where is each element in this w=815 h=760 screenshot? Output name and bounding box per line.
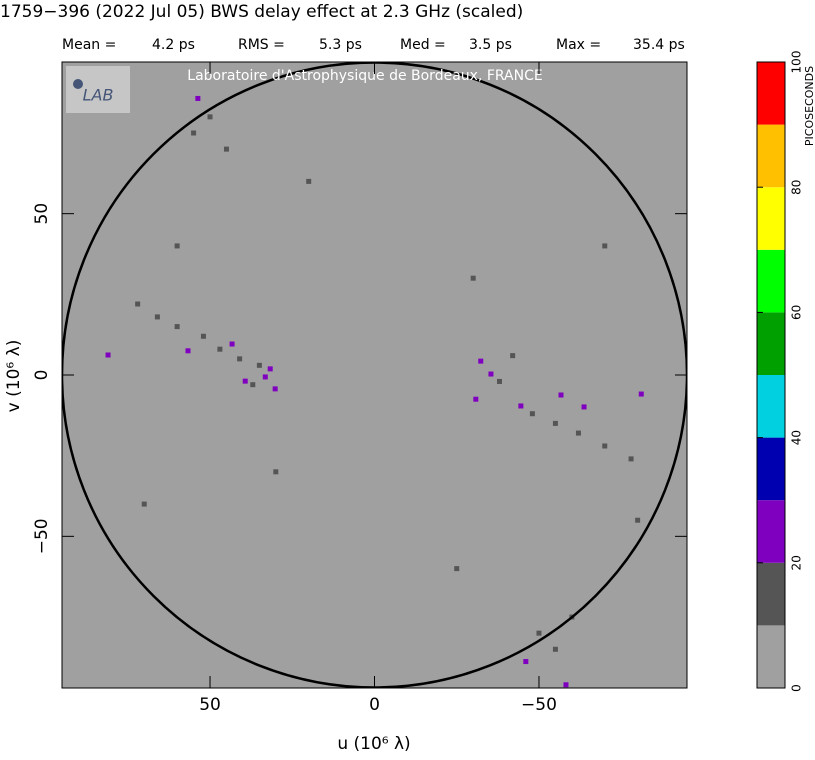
colorbar-band: [757, 124, 785, 188]
stat-name: RMS =: [238, 37, 285, 53]
x-tick-label: 0: [369, 695, 380, 715]
colorbar-tick-label: 100: [790, 51, 804, 74]
colorbar-band: [757, 500, 785, 563]
uv-cell: [558, 392, 564, 398]
x-tick-label: −50: [521, 695, 557, 715]
uv-cell: [306, 178, 312, 184]
uv-cell: [223, 146, 229, 152]
colorbar-frame: [756, 61, 786, 689]
uv-cell: [638, 391, 644, 397]
colorbar-tick-label: 0: [790, 684, 804, 692]
uv-cell: [478, 358, 484, 364]
stat-value: 5.3 ps: [319, 37, 362, 53]
colorbar-label: PICOSECONDS: [803, 66, 815, 146]
uv-cell: [262, 374, 268, 380]
stat-value: 3.5 ps: [469, 37, 512, 53]
uv-cell: [267, 366, 273, 372]
chart-title: 1759−396 (2022 Jul 05) BWS delay effect …: [0, 2, 523, 22]
colorbar-band: [757, 187, 785, 250]
x-axis-label: u (10⁶ λ): [337, 734, 410, 754]
uv-cell: [273, 469, 279, 475]
uv-cell: [174, 243, 180, 249]
stat-name: Mean =: [62, 37, 116, 53]
stat-name: Max =: [556, 37, 601, 53]
uv-cell: [510, 353, 516, 359]
uv-cell: [518, 403, 524, 409]
watermark: Laboratoire d'Astrophysique de Bordeaux,…: [187, 68, 542, 84]
colorbar-band: [757, 562, 785, 626]
plot-background: [62, 62, 687, 688]
uv-cell: [237, 356, 243, 362]
uv-cell: [200, 333, 206, 339]
uv-cell: [135, 301, 141, 307]
colorbar-band: [757, 625, 785, 688]
uv-cell: [575, 430, 581, 436]
uv-cell: [523, 659, 529, 665]
colorbar-band: [757, 375, 785, 438]
stat-value: 4.2 ps: [152, 37, 195, 53]
colorbar-band: [757, 62, 785, 125]
uv-cell: [602, 443, 608, 449]
uv-cell: [602, 243, 608, 249]
colorbar-band: [757, 437, 785, 501]
uv-cell: [552, 646, 558, 652]
uv-cell: [581, 404, 587, 410]
uv-cell: [272, 386, 278, 392]
x-tick-label: 50: [199, 695, 221, 715]
uv-cell: [185, 348, 191, 354]
uv-cell: [217, 346, 223, 352]
uv-cell: [250, 382, 256, 388]
colorbar-tick-label: 20: [790, 555, 804, 570]
uv-cell: [529, 411, 535, 417]
logo-box: [66, 66, 130, 113]
uv-cell: [635, 517, 641, 523]
uv-cell: [174, 324, 180, 330]
uv-cell: [229, 341, 235, 347]
stat-name: Med =: [400, 37, 446, 53]
uv-cell: [195, 95, 201, 101]
y-tick-label: 50: [32, 203, 52, 225]
uv-cell: [256, 362, 262, 368]
y-axis-label: v (10⁶ λ): [4, 340, 24, 413]
y-tick-label: −50: [32, 518, 52, 554]
colorbar-band: [757, 249, 785, 313]
uv-cell: [154, 314, 160, 320]
uv-cell: [552, 420, 558, 426]
uv-cell: [488, 371, 494, 377]
logo-dot: [73, 79, 83, 89]
uv-cell: [191, 130, 197, 136]
stat-value: 35.4 ps: [633, 37, 685, 53]
uv-cell: [470, 275, 476, 281]
uv-cell: [207, 114, 213, 120]
uv-cell: [628, 456, 634, 462]
uv-cell: [242, 378, 248, 384]
uv-cell: [454, 566, 460, 572]
uv-cell: [563, 682, 569, 688]
logo: LAB: [83, 86, 114, 105]
uv-cell: [497, 378, 502, 384]
colorbar-band: [757, 312, 785, 375]
uv-cell: [473, 396, 479, 402]
y-tick-label: 0: [32, 370, 52, 381]
uv-cell: [536, 630, 542, 636]
uv-cell: [105, 352, 111, 358]
colorbar-tick-label: 60: [790, 305, 804, 320]
colorbar-tick-label: 40: [790, 430, 804, 445]
uv-cell: [141, 501, 147, 507]
colorbar-tick-label: 80: [790, 180, 804, 195]
